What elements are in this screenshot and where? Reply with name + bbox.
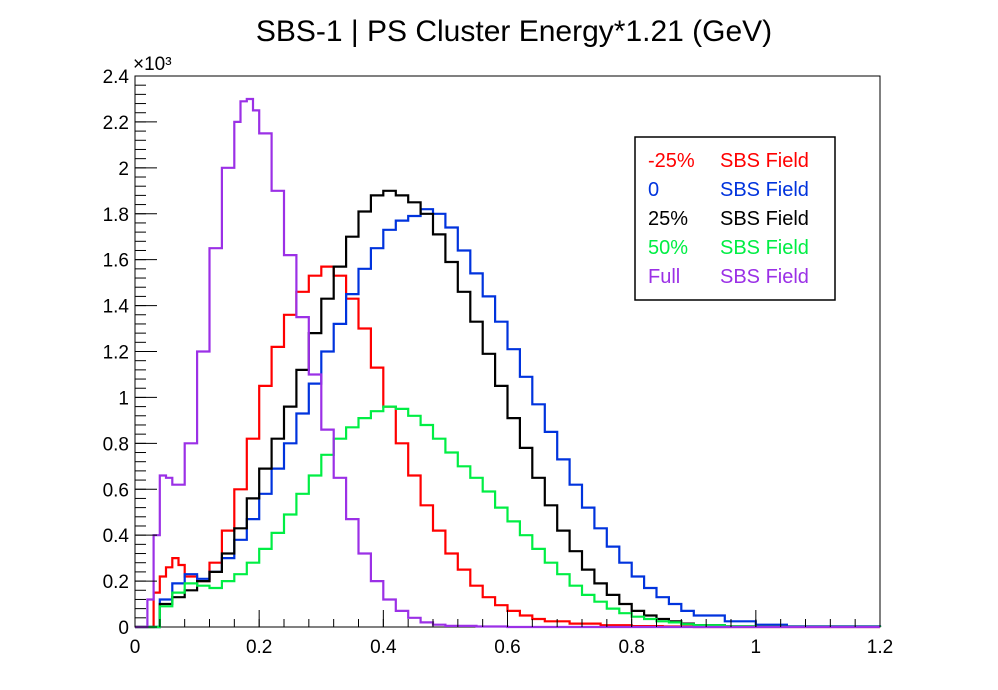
legend-label-field: SBS Field (720, 237, 809, 259)
y-tick-label: 1.8 (103, 205, 129, 226)
y-tick-label: 2.2 (103, 113, 129, 134)
series-line-p50 (135, 405, 882, 629)
x-tick-label: 0.2 (246, 637, 272, 658)
legend-label-field: SBS Field (720, 150, 809, 172)
y-tick-label: 1.2 (103, 343, 129, 364)
legend-label-pct: Full (648, 266, 680, 288)
y-tick-label: 2 (118, 159, 129, 180)
x-tick-label: 0.4 (370, 637, 397, 658)
series-line-p25 (135, 189, 882, 629)
y-multiplier-label: ×10³ (133, 54, 172, 75)
y-tick-label: 2.4 (103, 67, 130, 88)
x-tick-label: 1.2 (867, 637, 893, 658)
legend-box (634, 136, 836, 301)
x-tick-label: 0.6 (494, 637, 520, 658)
series-line-m25 (135, 265, 880, 629)
legend-label-field: SBS Field (720, 208, 809, 230)
y-tick-label: 1.4 (103, 297, 130, 318)
x-tick-label: 1 (751, 637, 762, 658)
y-tick-label: 0 (118, 618, 129, 639)
y-tick-label: 0.4 (103, 526, 130, 547)
y-tick-label: 1.6 (103, 251, 129, 272)
chart-title: SBS-1 | PS Cluster Energy*1.21 (GeV) (256, 15, 772, 48)
legend-label-field: SBS Field (720, 266, 809, 288)
y-tick-label: 0.8 (103, 434, 129, 455)
legend-label-pct: 50% (648, 237, 688, 259)
legend-label-pct: 0 (648, 179, 659, 201)
series-line-zero (135, 208, 882, 629)
y-tick-label: 0.6 (103, 480, 129, 501)
y-tick-label: 1 (118, 388, 129, 409)
x-tick-label: 0.8 (618, 637, 644, 658)
legend: -25% SBS Field 0 SBS Field 25% SBS Field 50% SB… (634, 136, 836, 301)
legend-label-field: SBS Field (720, 179, 809, 201)
y-tick-label: 0.2 (103, 572, 129, 593)
series-line-full (135, 97, 880, 629)
legend-label-pct: -25% (648, 150, 695, 172)
legend-label-pct: 25% (648, 208, 688, 230)
x-tick-label: 0 (130, 637, 141, 658)
